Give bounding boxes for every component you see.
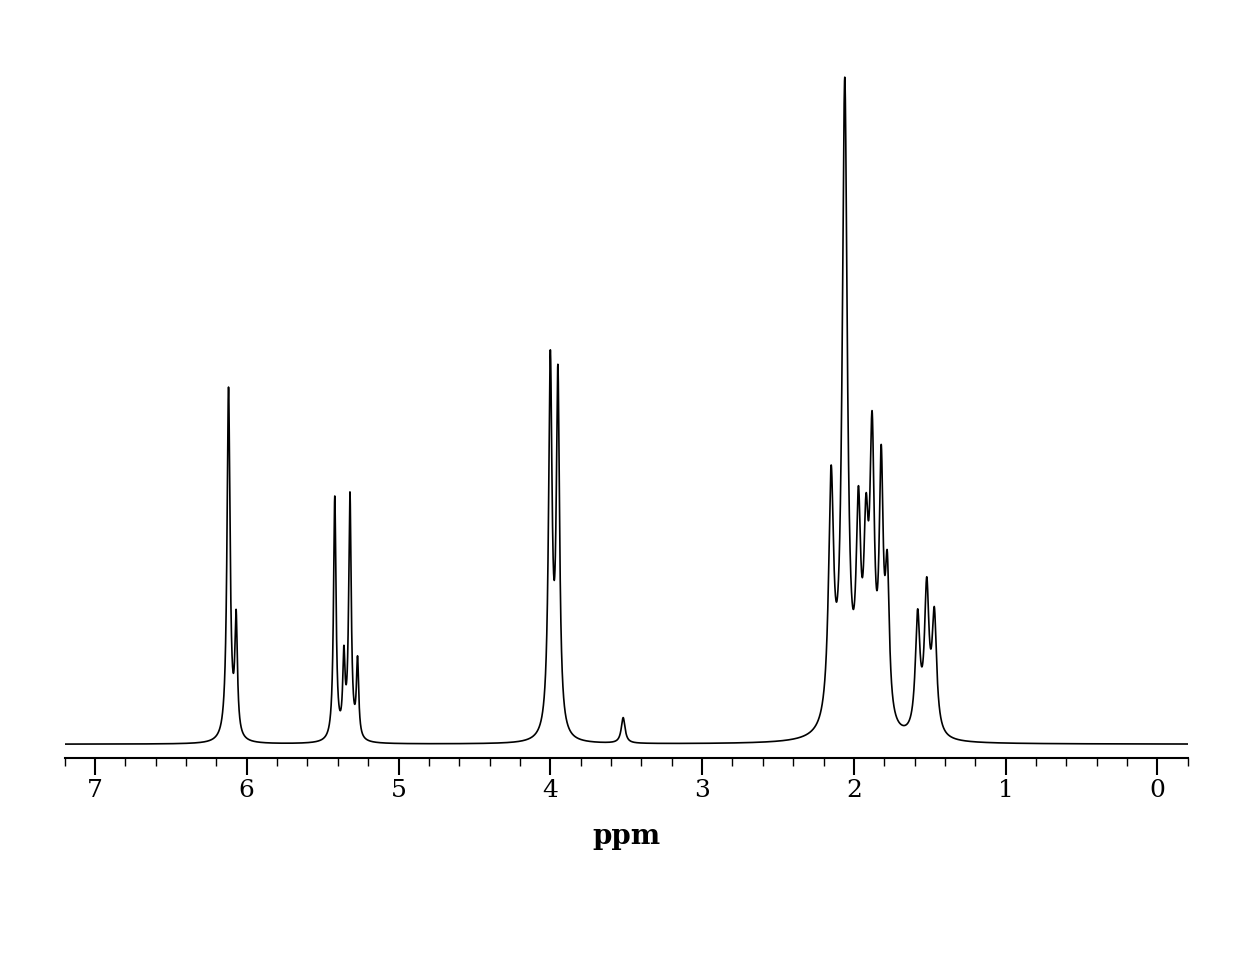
X-axis label: ppm: ppm	[593, 823, 660, 850]
